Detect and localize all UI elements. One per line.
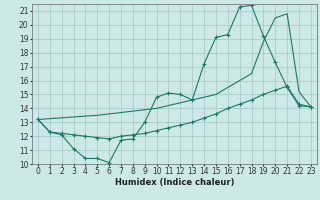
- X-axis label: Humidex (Indice chaleur): Humidex (Indice chaleur): [115, 178, 234, 187]
